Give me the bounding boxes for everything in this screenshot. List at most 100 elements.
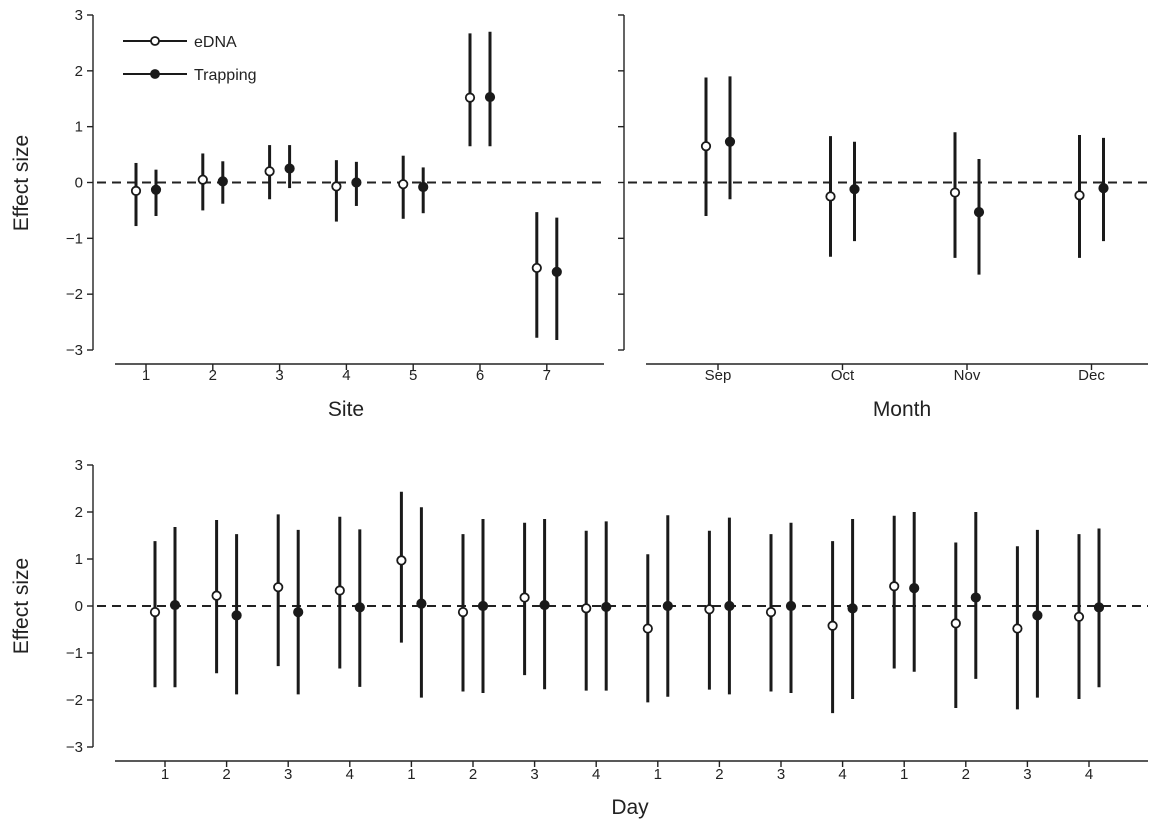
day-x-tick-label: 3	[1023, 766, 1031, 783]
site-y-tick-label: −3	[66, 342, 83, 359]
site-edna-point	[197, 174, 208, 185]
day-x-tick-label: 3	[777, 766, 785, 783]
day-edna-point	[149, 607, 161, 618]
day-y-tick-label: −2	[66, 692, 83, 709]
site-y-tick-label: 0	[75, 175, 83, 192]
day-trapping-point	[909, 583, 920, 594]
month-trapping-point	[973, 206, 985, 218]
month-x-tick-label: Dec	[1078, 367, 1105, 384]
day-trapping-point	[847, 603, 858, 614]
day-trapping-point	[416, 598, 427, 609]
site-edna-point	[531, 262, 542, 274]
site-x-tick-label: 3	[275, 367, 283, 384]
month-edna-point	[700, 141, 712, 152]
day-edna-point	[334, 585, 345, 596]
day-y-tick-label: 2	[75, 504, 83, 521]
day-x-tick-label: 4	[592, 766, 600, 783]
day-trapping-point	[354, 602, 365, 613]
day-edna-point	[396, 555, 407, 566]
month-edna-point	[825, 191, 836, 202]
day-trapping-point	[662, 600, 673, 612]
day-edna-point	[704, 604, 715, 615]
month-panel: Sep Oct Nov Dec Month	[618, 14, 1148, 421]
site-x-axis-title: Site	[328, 398, 364, 421]
day-y-tick-label: 1	[75, 551, 83, 568]
site-y-tick-label: 2	[75, 63, 83, 80]
site-trapping-point	[484, 91, 496, 103]
day-x-tick-label: 2	[469, 766, 477, 783]
day-x-axis-title: Day	[611, 796, 649, 819]
day-edna-point	[211, 590, 222, 601]
legend-edna-label: eDNA	[194, 34, 237, 51]
site-trapping-point	[284, 163, 295, 174]
day-y-tick-label: 0	[75, 598, 83, 615]
day-trapping-point	[601, 601, 612, 613]
day-y-tick-label: 3	[75, 457, 83, 474]
day-edna-point	[827, 620, 838, 631]
site-trapping-point	[150, 184, 162, 195]
day-x-tick-label: 2	[962, 766, 970, 783]
day-trapping-point	[1093, 602, 1105, 613]
site-edna-point	[130, 185, 142, 196]
day-x-tick-label: 1	[161, 766, 169, 783]
site-y-tick-label: 1	[75, 119, 83, 136]
day-edna-point	[1012, 623, 1023, 634]
day-trapping-point	[539, 599, 550, 611]
day-edna-point	[642, 623, 653, 634]
site-x-tick-label: 2	[209, 367, 217, 384]
site-y-tick-label: −2	[66, 286, 83, 303]
day-x-tick-label: 2	[222, 766, 230, 783]
site-panel: −3 −2 −1 0 1 2 3 1 2 3 4 5 6 7 Effect size Site eDNA …	[10, 7, 604, 421]
day-trapping-point	[785, 600, 797, 612]
site-x-tick-label: 7	[543, 367, 551, 384]
day-x-tick-label: 1	[900, 766, 908, 783]
site-trapping-point	[551, 266, 562, 277]
site-edna-point	[264, 166, 275, 177]
day-y-axis-title: Effect size	[10, 558, 33, 655]
day-trapping-point	[293, 607, 304, 618]
month-x-axis-title: Month	[873, 398, 931, 421]
site-trapping-point	[418, 181, 429, 193]
day-edna-point	[519, 592, 530, 603]
site-x-tick-label: 1	[142, 367, 150, 384]
day-y-tick-label: −1	[66, 645, 83, 662]
day-trapping-point	[1032, 610, 1043, 621]
site-x-tick-label: 5	[409, 367, 417, 384]
site-trapping-point	[351, 177, 362, 188]
day-x-tick-label: 4	[346, 766, 354, 783]
day-trapping-point	[970, 592, 981, 603]
day-y-tick-label: −3	[66, 739, 83, 756]
day-trapping-point	[724, 600, 735, 612]
day-edna-point	[950, 618, 961, 629]
month-trapping-point	[849, 184, 860, 195]
month-x-tick-label: Oct	[831, 367, 855, 384]
day-x-tick-label: 3	[284, 766, 292, 783]
legend-trapping-label: Trapping	[194, 67, 257, 84]
month-trapping-point	[1098, 182, 1109, 194]
day-x-tick-label: 4	[1085, 766, 1093, 783]
month-edna-point	[949, 187, 961, 198]
site-trapping-point	[217, 176, 228, 187]
legend: eDNA Trapping	[123, 34, 257, 84]
site-y-tick-label: 3	[75, 7, 83, 24]
day-edna-point	[581, 603, 592, 614]
day-x-tick-label: 1	[407, 766, 415, 783]
day-x-tick-label: 2	[715, 766, 723, 783]
day-trapping-point	[477, 600, 489, 612]
day-x-tick-label: 4	[838, 766, 846, 783]
site-y-tick-label: −1	[66, 230, 83, 247]
day-trapping-point	[169, 599, 181, 611]
day-trapping-point	[231, 610, 242, 621]
site-x-tick-label: 6	[476, 367, 484, 384]
day-edna-point	[765, 607, 777, 618]
site-x-tick-label: 4	[342, 367, 350, 384]
day-panel: −3 −2 −1 0 1 2 3 1 2 3 4 1 2 3 4 1 2 3 4 1 2 3 4 Effect size D…	[10, 457, 1148, 819]
month-x-tick-label: Sep	[705, 367, 732, 384]
legend-trapping-marker	[150, 69, 160, 79]
day-edna-point	[273, 582, 284, 593]
month-plot-area: Sep Oct Nov Dec	[618, 14, 1148, 384]
day-edna-point	[889, 581, 900, 592]
day-edna-point	[457, 607, 469, 618]
day-plot-area: −3 −2 −1 0 1 2 3 1 2 3 4 1 2 3 4 1 2 3 4 1 2 3 4	[66, 457, 1148, 783]
